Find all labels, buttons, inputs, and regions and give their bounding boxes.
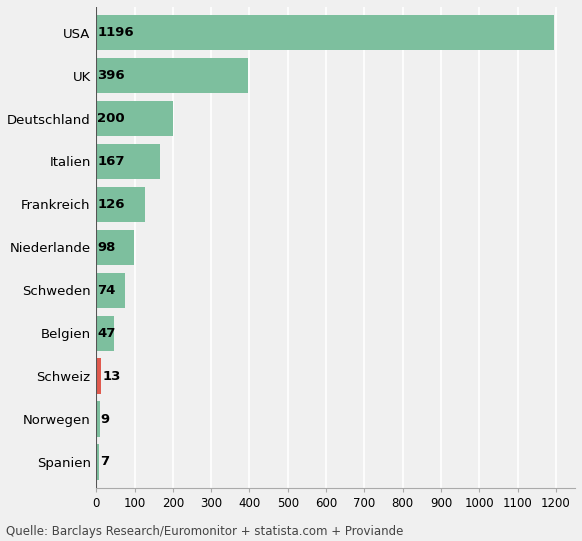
Bar [96, 230, 134, 265]
Bar [96, 359, 101, 394]
Text: 98: 98 [97, 241, 116, 254]
Bar [96, 15, 555, 50]
Text: 396: 396 [97, 69, 125, 82]
Bar [96, 273, 125, 308]
Bar [96, 187, 144, 222]
Text: 9: 9 [101, 412, 110, 426]
Text: Quelle: Barclays Research/Euromonitor + statista.com + Proviande: Quelle: Barclays Research/Euromonitor + … [6, 525, 403, 538]
Text: 13: 13 [102, 370, 120, 382]
Bar [96, 144, 160, 179]
Text: 200: 200 [97, 112, 125, 125]
Text: 7: 7 [100, 456, 109, 469]
Bar [96, 101, 173, 136]
Bar [96, 401, 100, 437]
Text: 126: 126 [97, 198, 125, 211]
Text: 167: 167 [97, 155, 125, 168]
Bar [96, 315, 114, 351]
Bar [96, 444, 99, 479]
Text: 74: 74 [97, 283, 116, 296]
Text: 1196: 1196 [97, 26, 134, 39]
Text: 47: 47 [97, 327, 116, 340]
Bar [96, 58, 248, 93]
